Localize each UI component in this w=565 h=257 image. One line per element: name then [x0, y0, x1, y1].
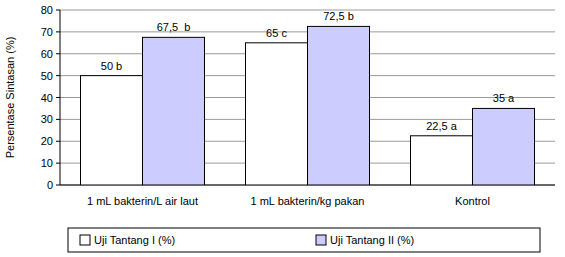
tick-mark	[56, 31, 60, 32]
data-label: 65 c	[266, 27, 287, 39]
bar	[308, 26, 370, 185]
legend-swatch	[80, 235, 90, 245]
tick-label: 80	[41, 4, 53, 16]
bar	[411, 136, 473, 185]
tick-mark	[56, 185, 60, 186]
data-label: 67,5 b	[157, 21, 191, 33]
data-labels: 50 b 67,5 b 65 c 72,5 b 22,5 a 35 a	[101, 10, 515, 131]
legend-swatch	[316, 235, 326, 245]
bar	[246, 43, 308, 185]
tick-mark	[56, 97, 60, 98]
tick-mark	[56, 75, 60, 76]
tick-label: 50	[41, 70, 53, 82]
y-axis-label: Persentase Sintasan (%)	[4, 37, 16, 159]
tick-label: 30	[41, 113, 53, 125]
tick-mark	[56, 53, 60, 54]
tick-label: 10	[41, 157, 53, 169]
bar	[143, 37, 205, 185]
tick-mark	[56, 141, 60, 142]
tick-label: 40	[41, 92, 53, 104]
bars	[81, 26, 535, 185]
tick-label: 70	[41, 26, 53, 38]
tick-mark	[56, 10, 60, 11]
legend-box	[68, 228, 540, 252]
data-label: 35 a	[493, 92, 515, 104]
grid-line	[60, 10, 555, 11]
category-label: 1 mL bakterin/kg pakan	[251, 195, 365, 207]
chart: 0 10 20 30 40 50 60 70 80 Persentase Sintasan (%)…	[0, 0, 565, 257]
legend: Uji Tantang I (%) Uji Tantang II (%)	[68, 228, 540, 252]
data-label: 22,5 a	[426, 120, 457, 132]
bar	[81, 76, 143, 185]
tick-mark	[56, 163, 60, 164]
category-label: 1 mL bakterin/L air laut	[87, 195, 198, 207]
bar	[473, 108, 535, 185]
data-label: 72,5 b	[323, 10, 354, 22]
legend-label: Uji Tantang I (%)	[94, 234, 175, 246]
tick-label: 0	[47, 179, 53, 191]
tick-label: 60	[41, 48, 53, 60]
tick-label: 20	[41, 135, 53, 147]
category-label: Kontrol	[455, 195, 490, 207]
data-label: 50 b	[101, 60, 122, 72]
legend-label: Uji Tantang II (%)	[330, 234, 414, 246]
tick-mark	[56, 119, 60, 120]
y-axis	[60, 10, 61, 185]
